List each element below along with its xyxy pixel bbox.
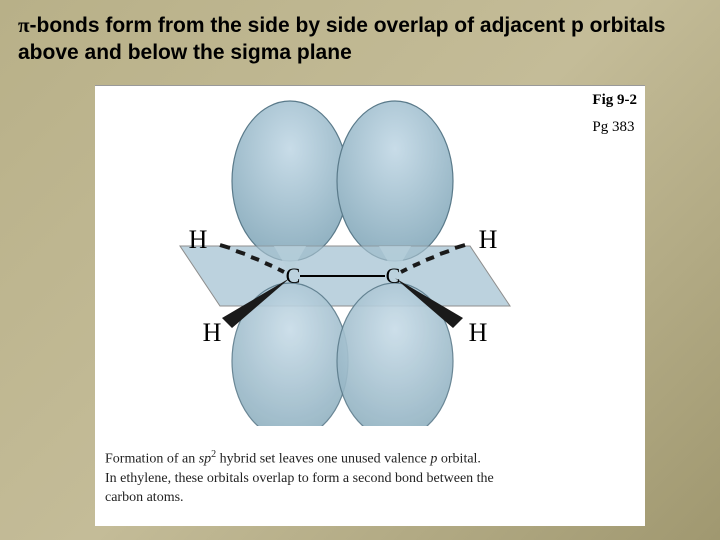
page-number: Pg 383 (592, 119, 637, 136)
figure-number: Fig 9-2 (592, 92, 637, 109)
atom-h-bl: H (203, 318, 222, 347)
cap-2: In ethylene, these orbitals overlap to f… (105, 471, 494, 486)
orbital-diagram: C C H H H H (150, 96, 530, 426)
atom-h-br: H (469, 318, 488, 347)
cap-1c: orbital. (437, 451, 481, 466)
slide-title: π-bonds form from the side by side overl… (0, 0, 720, 75)
p-lobe-left-top (232, 101, 348, 261)
p-lobe-right-top (337, 101, 453, 261)
slide: π-bonds form from the side by side overl… (0, 0, 720, 540)
atom-h-tr: H (479, 225, 498, 254)
figure-container: Fig 9-2 Pg 383 (95, 85, 645, 526)
cap-3: carbon atoms. (105, 490, 184, 505)
cap-1b: hybrid set leaves one unused valence (216, 451, 430, 466)
atom-h-tl: H (189, 225, 208, 254)
cap-sp: sp (199, 451, 211, 466)
atom-c-left: C (286, 263, 301, 288)
cap-1a: Formation of an (105, 451, 199, 466)
title-text: -bonds form from the side by side overla… (18, 14, 665, 64)
pi-symbol: π (18, 13, 30, 37)
figure-labels: Fig 9-2 Pg 383 (592, 92, 637, 136)
atom-c-right: C (386, 263, 401, 288)
figure-caption: Formation of an sp2 hybrid set leaves on… (105, 448, 615, 508)
